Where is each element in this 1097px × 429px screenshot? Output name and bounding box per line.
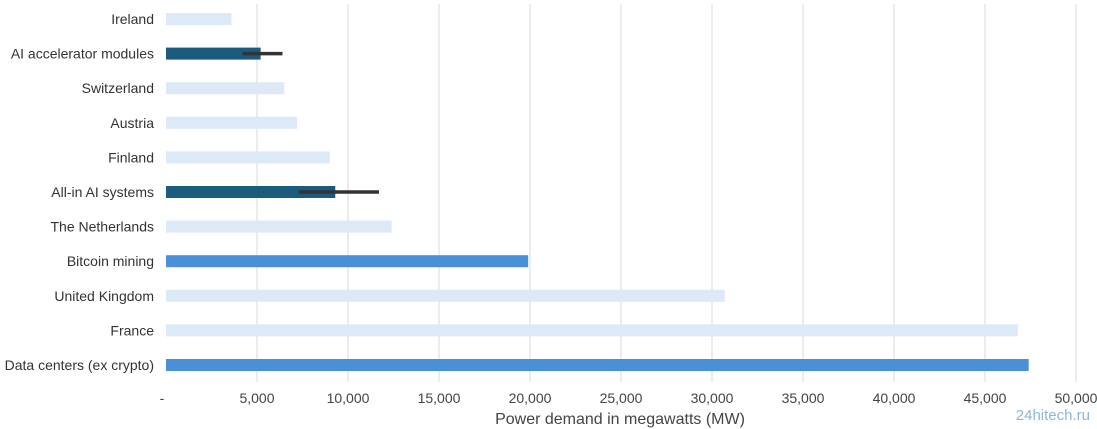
x-tick-label: 50,000 (1055, 390, 1097, 406)
bar (166, 186, 336, 198)
category-labels: Ireland AI accelerator modules Switzerland… (5, 11, 155, 373)
x-tick-label: 40,000 (873, 390, 916, 406)
category-label: Finland (108, 149, 154, 165)
grid-lines (256, 4, 1077, 382)
x-tick-label: 20,000 (509, 390, 552, 406)
x-tick-label: - (160, 390, 165, 406)
bar (166, 289, 725, 302)
category-label: The Netherlands (50, 219, 154, 235)
bar (166, 324, 1018, 337)
category-label: United Kingdom (54, 288, 154, 304)
x-tick-label: 15,000 (418, 390, 461, 406)
bar (166, 220, 392, 233)
x-tick-labels: - 5,000 10,000 15,000 20,000 25,000 30,000 35,0… (160, 390, 1097, 406)
watermark: 24hitech.ru (1016, 407, 1090, 424)
x-tick-label: 10,000 (327, 390, 370, 406)
x-axis-title: Power demand in megawatts (MW) (495, 411, 745, 428)
category-label: Ireland (111, 11, 154, 27)
bars (166, 13, 1029, 371)
x-tick-label: 30,000 (691, 390, 734, 406)
category-label: Switzerland (82, 80, 154, 96)
category-label: Bitcoin mining (67, 253, 154, 269)
x-tick-label: 35,000 (782, 390, 825, 406)
category-label: All-in AI systems (51, 184, 154, 200)
bar (166, 359, 1029, 371)
category-label: Data centers (ex crypto) (5, 357, 154, 373)
x-tick-label: 45,000 (964, 390, 1007, 406)
category-label: AI accelerator modules (11, 46, 154, 62)
bar (166, 255, 529, 268)
x-tick-label: 25,000 (600, 390, 643, 406)
bar (166, 82, 285, 95)
error-bars (242, 51, 379, 194)
x-tick-label: 5,000 (239, 390, 274, 406)
category-label: France (110, 322, 154, 338)
bar (166, 13, 232, 25)
category-label: Austria (110, 115, 154, 131)
bar (166, 151, 330, 164)
bar (166, 47, 261, 60)
bar (166, 116, 298, 129)
